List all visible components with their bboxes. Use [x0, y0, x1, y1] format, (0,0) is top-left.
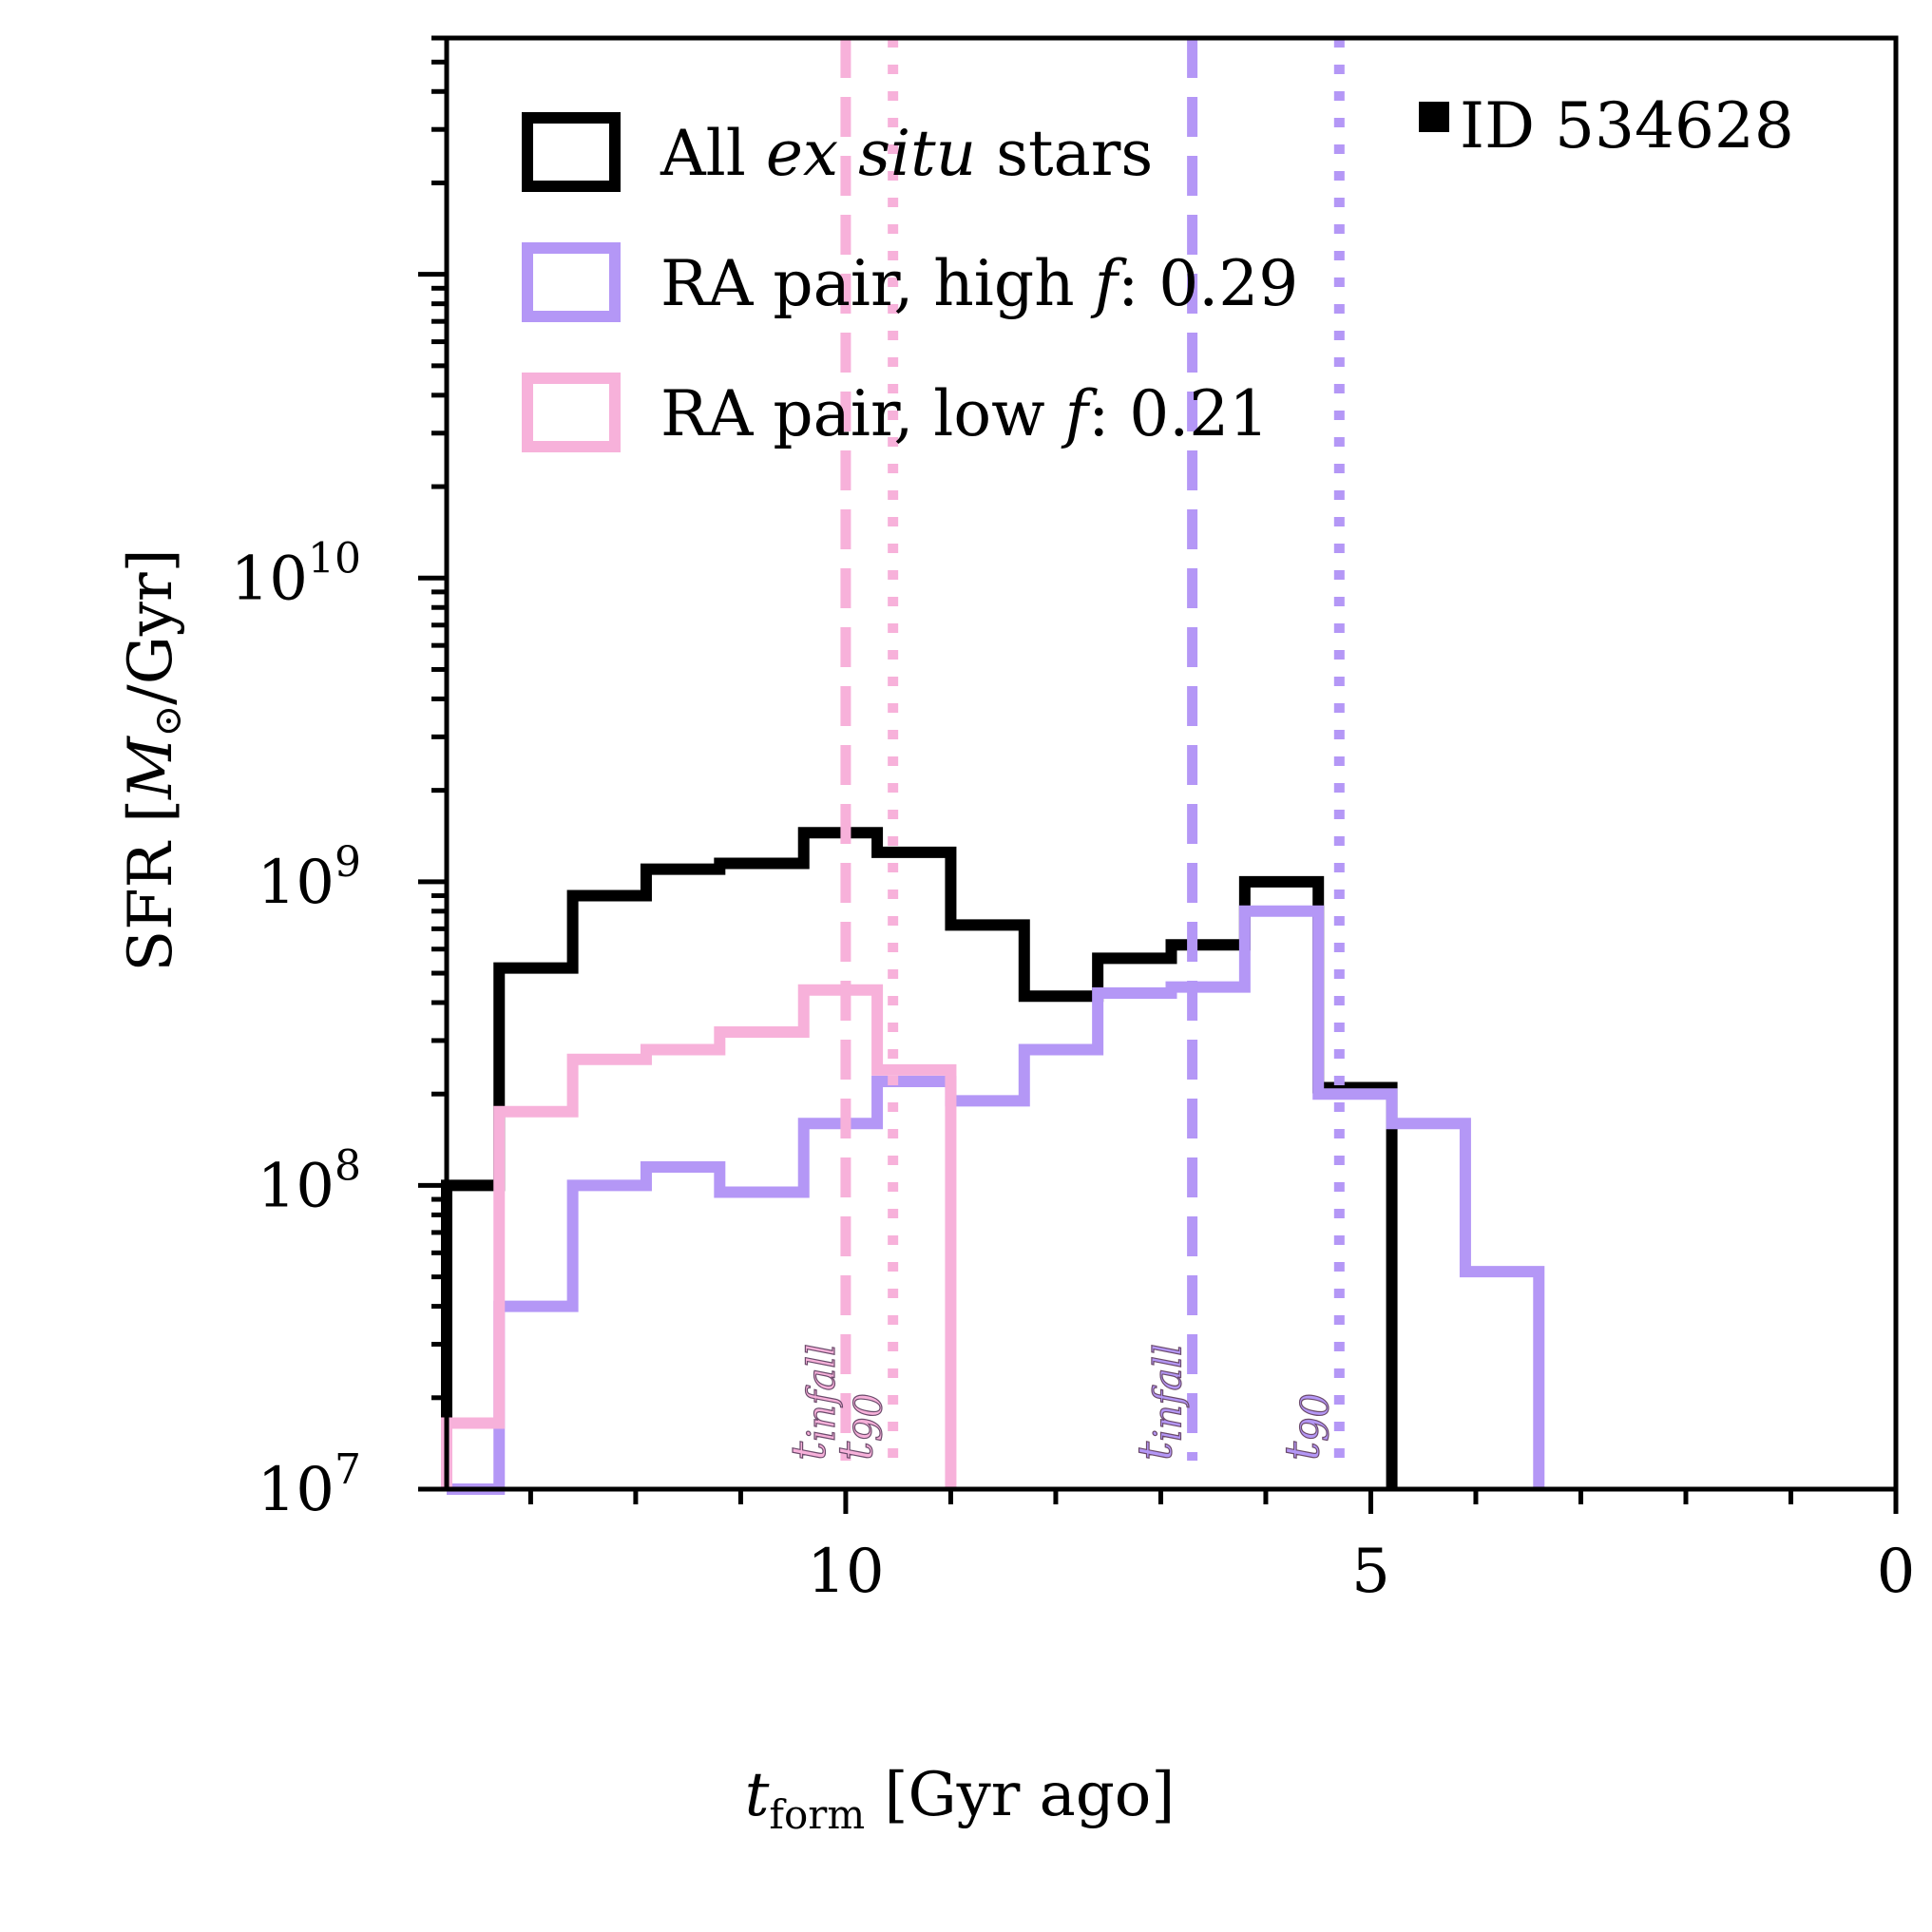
x-axis-label: tform [Gyr ago]	[745, 1760, 1176, 1838]
legend-swatch-1	[522, 242, 621, 322]
vline-label-main-2: t	[1128, 1441, 1183, 1461]
legend-entry-1: RA pair, high f: 0.29	[660, 247, 1298, 320]
legend: All ex situ stars RA pair, high f: 0.29 RA…	[522, 112, 1298, 452]
x-tick-label-0: 10	[807, 1537, 884, 1607]
vline-label-sub-0: infall	[800, 1344, 844, 1442]
vline-label-2: tinfall	[1128, 1344, 1191, 1461]
id-marker	[1419, 102, 1449, 132]
y-axis-label-suffix: /Gyr]	[116, 548, 186, 704]
axis-ticks: 10 5 0 107 108 109 1010	[231, 35, 1916, 1607]
y-tick-label-1: 108	[258, 1141, 361, 1221]
legend-swatch-0	[522, 112, 621, 192]
y-tick-label-0: 107	[258, 1445, 361, 1525]
vline-label-main-0: t	[781, 1441, 836, 1461]
series-low-line	[441, 984, 957, 1489]
y-axis-label-italic: M	[116, 736, 186, 800]
id-label: ID 534628	[1419, 89, 1794, 163]
x-axis-label-sub: form	[769, 1791, 865, 1838]
vline-label-main-1: t	[829, 1441, 884, 1461]
vline-label-sub-3: 90	[1293, 1393, 1337, 1442]
series-high-line	[447, 905, 1545, 1495]
y-tick-label-2: 109	[258, 838, 361, 918]
vline-label-1: t90	[829, 1393, 891, 1461]
y-axis-label: SFR [M⊙/Gyr]	[116, 548, 190, 971]
vline-label-0: tinfall	[781, 1344, 844, 1461]
id-text: ID 534628	[1460, 89, 1794, 163]
x-tick-label-2: 0	[1877, 1537, 1916, 1607]
x-axis-label-main: t	[745, 1760, 770, 1830]
vline-label-sub-1: 90	[848, 1393, 891, 1442]
vline-label-3: t90	[1274, 1393, 1337, 1461]
legend-swatch-2	[522, 373, 621, 452]
x-tick-label-1: 5	[1351, 1537, 1390, 1607]
vline-label-main-3: t	[1274, 1441, 1329, 1461]
legend-entry-2: RA pair, low f: 0.21	[660, 377, 1269, 450]
y-axis-label-prefix: SFR [	[116, 799, 186, 972]
vline-label-sub-2: infall	[1147, 1344, 1191, 1442]
y-axis-label-symbol: ⊙	[146, 705, 190, 737]
x-axis-label-rest: [Gyr ago]	[865, 1760, 1175, 1830]
plot-frame	[444, 35, 1899, 1492]
y-tick-label-3: 1010	[231, 534, 361, 614]
legend-entry-0: All ex situ stars	[660, 117, 1153, 190]
